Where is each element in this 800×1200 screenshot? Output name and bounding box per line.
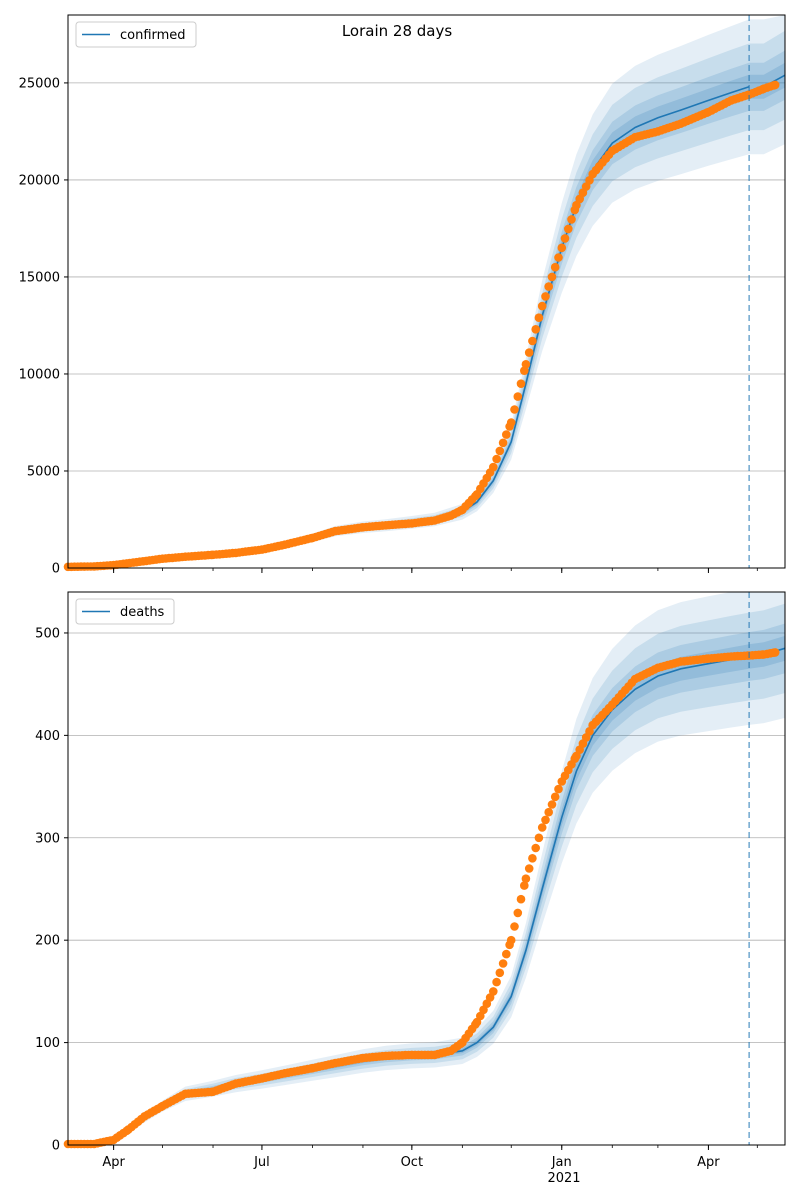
observed-point	[506, 935, 516, 945]
uncertainty-band	[68, 623, 785, 1144]
observed-point	[770, 80, 780, 90]
observed-point	[516, 894, 526, 904]
observed-point	[495, 968, 505, 978]
legend: deaths	[75, 598, 175, 625]
chart-title: Lorain 28 days	[342, 22, 453, 40]
legend-label: deaths	[120, 605, 165, 620]
x-tick-label: Oct	[401, 1155, 423, 1170]
observed-point	[520, 881, 529, 890]
observed-point	[502, 949, 511, 959]
x-tick-label: Jan	[551, 1155, 572, 1170]
uncertainty-band	[68, 50, 785, 567]
observed-point	[557, 243, 567, 253]
legend: confirmed	[75, 21, 197, 48]
observed-point	[489, 462, 498, 472]
observed-point	[567, 215, 576, 224]
observed-point	[554, 253, 563, 262]
confirmed-panel: 0 5000 10000 15000 20000 25000 confirmed	[19, 14, 786, 577]
observed-point	[770, 648, 780, 657]
legend-box	[75, 21, 197, 48]
observed-point	[492, 977, 501, 987]
deaths-panel: 0 100 200 300 400 500 Apr Jul Oct Jan Apr deaths	[35, 591, 786, 1170]
observed-point	[550, 262, 560, 272]
observed-point	[506, 418, 516, 427]
observed-point	[489, 987, 498, 996]
uncertainty-band	[68, 592, 785, 1145]
observed-point	[498, 959, 508, 968]
observed-point	[537, 301, 547, 311]
y-tick-label: 400	[35, 729, 60, 744]
x-tick-label: Apr	[102, 1155, 125, 1170]
observed-point	[564, 224, 573, 234]
observed-point	[572, 200, 581, 210]
observed-point	[554, 784, 563, 794]
observed-point	[524, 864, 534, 873]
y-tick-label: 5000	[27, 464, 60, 479]
observed-point	[544, 282, 553, 291]
x-tick-label: Apr	[697, 1155, 720, 1170]
x-tick-label: Jul	[253, 1155, 270, 1170]
observed-point	[524, 348, 534, 357]
y-tick-label: 10000	[19, 367, 60, 382]
observed-point	[502, 430, 511, 439]
observed-point	[534, 313, 544, 323]
y-tick-label: 100	[35, 1036, 60, 1051]
legend-box	[75, 598, 175, 625]
uncertainty-band	[68, 603, 785, 1145]
observed-point	[550, 792, 560, 802]
observed-point	[495, 446, 505, 456]
observed-point	[516, 379, 526, 389]
observed-point	[513, 392, 523, 401]
observed-point	[513, 908, 523, 918]
observed-point	[547, 800, 557, 809]
observed-point	[510, 405, 519, 414]
observed-point	[531, 325, 540, 334]
observed-point	[492, 454, 501, 464]
observed-point	[521, 360, 531, 369]
x-year-label: 2021	[547, 1171, 580, 1186]
observed-point	[560, 234, 570, 243]
observed-point	[541, 292, 550, 301]
observed-point	[534, 833, 544, 843]
legend-label: confirmed	[120, 28, 186, 43]
y-tick-label: 200	[35, 934, 60, 949]
observed-point	[498, 438, 508, 448]
observed-point	[510, 922, 519, 931]
y-tick-label: 20000	[19, 173, 60, 188]
observed-point	[528, 336, 537, 346]
observed-point	[521, 874, 531, 883]
observed-point	[537, 823, 547, 832]
y-tick-label: 500	[35, 626, 60, 641]
y-tick-label: 15000	[19, 270, 60, 285]
y-tick-label: 25000	[19, 76, 60, 91]
y-tick-label: 300	[35, 831, 60, 846]
axes-frame	[67, 591, 786, 1146]
observed-point	[531, 843, 540, 853]
axes-frame	[67, 14, 786, 569]
observed-point	[544, 807, 553, 817]
observed-point	[528, 854, 537, 863]
observed-point	[547, 272, 557, 282]
y-tick-label: 0	[52, 1139, 60, 1154]
observed-point	[541, 815, 550, 825]
y-tick-label: 0	[52, 562, 60, 577]
